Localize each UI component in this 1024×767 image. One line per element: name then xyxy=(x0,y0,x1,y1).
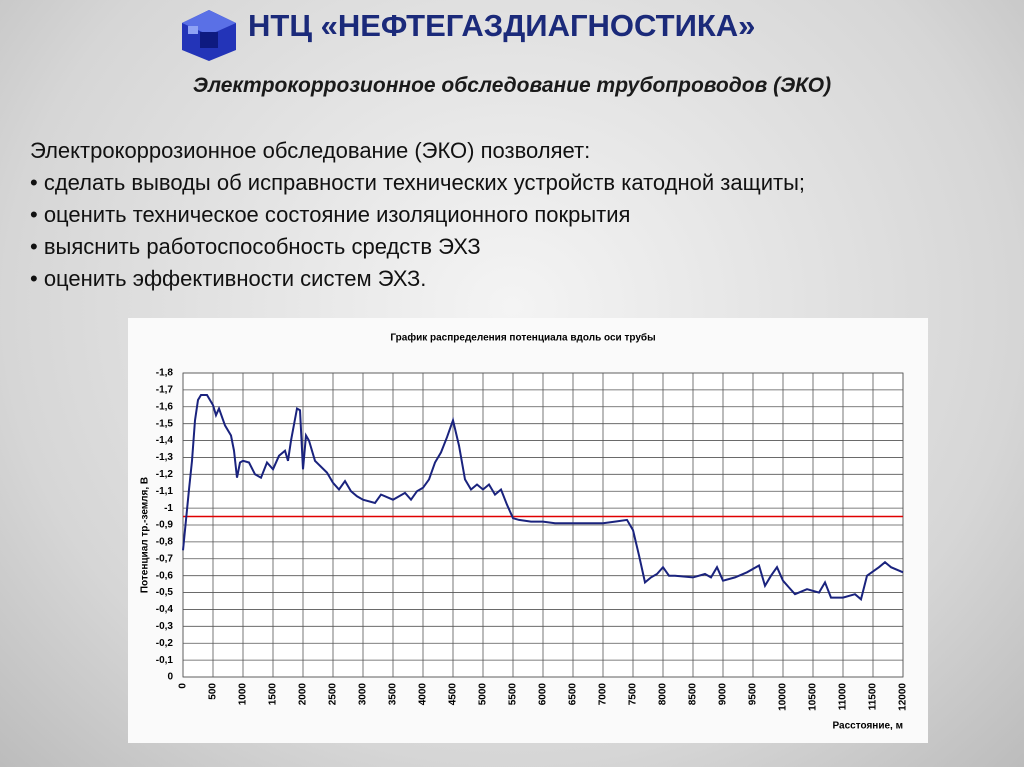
body-line: Электрокоррозионное обследование (ЭКО) п… xyxy=(30,138,591,163)
y-tick-label: -0,9 xyxy=(156,520,174,531)
x-tick-label: 4500 xyxy=(448,683,459,706)
x-tick-label: 4000 xyxy=(418,683,429,706)
x-tick-label: 11000 xyxy=(838,683,849,711)
chart: График распределения потенциала вдоль ос… xyxy=(128,318,928,743)
x-tick-label: 7500 xyxy=(628,683,639,706)
y-tick-label: -1,3 xyxy=(156,452,174,463)
x-tick-label: 10000 xyxy=(778,683,789,711)
x-tick-label: 1500 xyxy=(268,683,279,706)
body-line: • оценить техническое состояние изоляцио… xyxy=(30,202,631,227)
y-tick-label: -1,5 xyxy=(156,418,174,429)
x-tick-label: 6500 xyxy=(568,683,579,706)
y-tick-label: -1,4 xyxy=(156,435,174,446)
y-tick-label: 0 xyxy=(167,672,173,683)
y-tick-label: -0,7 xyxy=(156,553,174,564)
x-tick-label: 2500 xyxy=(328,683,339,706)
body-text: Электрокоррозионное обследование (ЭКО) п… xyxy=(30,135,805,295)
x-tick-label: 5500 xyxy=(508,683,519,706)
logo xyxy=(182,10,236,61)
x-tick-label: 6000 xyxy=(538,683,549,706)
y-axis-label: Потенциал тр.-земля, В xyxy=(140,477,151,593)
x-axis-label: Расстояние, м xyxy=(832,721,903,732)
y-tick-label: -0,3 xyxy=(156,621,174,632)
y-tick-label: -1 xyxy=(164,503,173,514)
body-line: • выяснить работоспособность средств ЭХЗ xyxy=(30,234,481,259)
y-tick-label: -1,1 xyxy=(156,486,174,497)
y-tick-label: -0,6 xyxy=(156,570,174,581)
chart-title: График распределения потенциала вдоль ос… xyxy=(390,332,655,344)
x-tick-label: 7000 xyxy=(598,683,609,706)
x-tick-label: 11500 xyxy=(868,683,879,711)
y-tick-label: -1,6 xyxy=(156,401,174,412)
y-tick-label: -0,8 xyxy=(156,537,174,548)
x-tick-label: 1000 xyxy=(238,683,249,706)
subtitle: Электрокоррозионное обследование трубопр… xyxy=(192,74,832,97)
body-line: • оценить эффективности систем ЭХЗ. xyxy=(30,266,427,291)
x-tick-label: 9000 xyxy=(718,683,729,706)
y-tick-label: -0,5 xyxy=(156,587,174,598)
x-tick-label: 10500 xyxy=(808,683,819,711)
y-tick-label: -1,7 xyxy=(156,385,174,396)
body-line: • сделать выводы об исправности техничес… xyxy=(30,170,806,195)
y-tick-label: -0,4 xyxy=(156,604,174,615)
x-tick-label: 500 xyxy=(208,683,219,700)
x-tick-label: 0 xyxy=(178,683,189,689)
y-tick-label: -1,2 xyxy=(156,469,174,480)
x-tick-label: 5000 xyxy=(478,683,489,706)
x-tick-label: 3000 xyxy=(358,683,369,706)
y-tick-label: -1,8 xyxy=(156,368,174,379)
data-line xyxy=(182,394,904,602)
y-tick-label: -0,1 xyxy=(156,655,174,666)
x-tick-label: 8000 xyxy=(658,683,669,706)
title: НТЦ «НЕФТЕГАЗДИАГНОСТИКА» xyxy=(248,8,756,43)
x-tick-label: 3500 xyxy=(388,683,399,706)
x-tick-label: 12000 xyxy=(898,683,909,711)
x-tick-label: 9500 xyxy=(748,683,759,706)
y-tick-label: -0,2 xyxy=(156,638,174,649)
x-tick-label: 8500 xyxy=(688,683,699,706)
x-tick-label: 2000 xyxy=(298,683,309,706)
